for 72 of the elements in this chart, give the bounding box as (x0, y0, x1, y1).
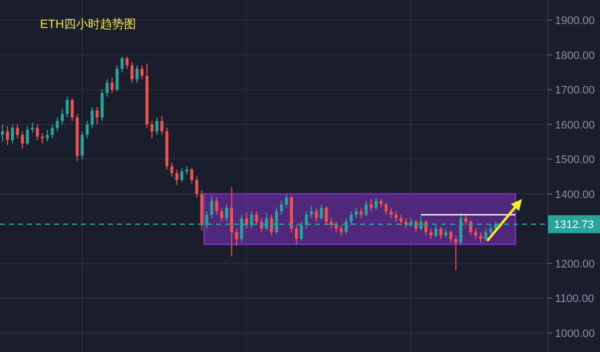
candlestick (370, 198, 373, 212)
candlestick (210, 195, 214, 219)
candlestick (474, 228, 478, 240)
y-tick-label: 1000.00 (555, 328, 595, 340)
candlestick (70, 98, 74, 122)
candlestick (40, 132, 44, 144)
candlestick (334, 221, 338, 233)
y-tick-label: 1900.00 (555, 15, 595, 28)
candlestick (215, 196, 218, 216)
candlestick (36, 124, 39, 141)
y-tick-label: 1400.00 (555, 188, 595, 201)
candlestick (90, 106, 94, 128)
candlestick (155, 116, 158, 136)
candlestick (80, 130, 84, 160)
candlestick (170, 162, 174, 178)
candlestick (20, 130, 24, 150)
y-tick-label: 1500.00 (555, 154, 595, 166)
candlestick (10, 124, 14, 144)
candlestick (130, 61, 134, 84)
text: ETH四小时趋势图 (40, 17, 136, 31)
candlestick (190, 167, 194, 184)
candlestick (0, 124, 4, 142)
candlestick (284, 193, 288, 208)
y-tick-label: 1700.00 (555, 84, 595, 97)
y-tick-label: 1100.00 (555, 293, 594, 306)
candlestick (180, 167, 184, 182)
candlestick (56, 116, 59, 132)
ref-line-label: 1312.73 (554, 219, 594, 232)
candlestick (255, 210, 258, 226)
candlestick (330, 218, 333, 230)
candlestick (46, 129, 49, 142)
candlestick (116, 64, 119, 92)
candlestick (439, 226, 442, 240)
candlestick (225, 204, 228, 222)
candlestick (220, 207, 224, 222)
candlestick (150, 120, 154, 139)
y-tick-label: 1800.00 (555, 50, 595, 62)
candlestick (140, 64, 144, 80)
y-tick-label: 1200.00 (555, 258, 595, 270)
candlestick (96, 106, 99, 125)
candlestick (106, 78, 109, 98)
candlestick (175, 169, 178, 186)
candlestick (50, 124, 54, 139)
candlestick (454, 235, 458, 271)
candlestick (374, 196, 378, 210)
candlestick (394, 210, 398, 222)
candlestick (86, 120, 89, 139)
candlestick (449, 230, 452, 244)
candlestick (484, 228, 488, 242)
candlestick (364, 200, 368, 217)
candlestick (195, 176, 198, 198)
candlestick (60, 108, 64, 125)
candlestick (400, 214, 403, 226)
candlestick (6, 126, 9, 146)
candlestick (464, 214, 468, 226)
candlestick (429, 228, 432, 240)
y-tick-label: 1600.00 (555, 119, 595, 132)
candlestick (160, 115, 164, 136)
candlestick (314, 207, 318, 222)
candlestick (294, 224, 298, 245)
candlestick (136, 64, 138, 84)
candlestick (26, 126, 29, 146)
candlestick (270, 214, 274, 236)
candlestick (16, 124, 19, 139)
candlestick (235, 228, 238, 247)
candlestick (120, 56, 124, 73)
candlestick (324, 206, 328, 226)
candlestick (110, 76, 114, 94)
candlestick (320, 204, 323, 220)
candlestick (384, 202, 388, 216)
candlestick (280, 200, 283, 216)
candlestick (126, 56, 129, 70)
